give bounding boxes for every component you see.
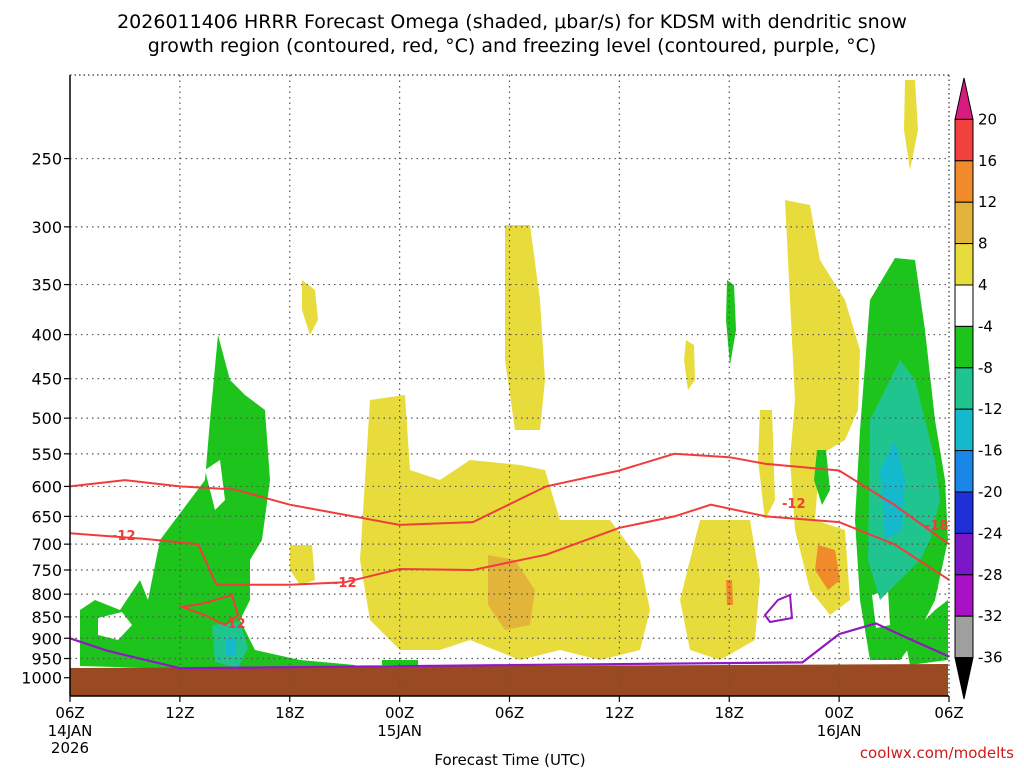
colorbar-swatch (954, 243, 974, 286)
contour-label-dgz-12: -12 (222, 617, 246, 632)
contour-label-dgz-18: -18 (925, 519, 949, 534)
freezing-level-contour (69, 622, 950, 670)
y-tick-label: 600 (31, 477, 62, 496)
y-axis: 250 300 350 400 450 500 550 600 650 700 750 800 850 9… (21, 150, 70, 688)
x-tick-label: 12Z (165, 704, 194, 722)
colorbar-cap-bottom (954, 657, 974, 700)
omega-negative-region (382, 660, 418, 665)
colorbar-cap-top (954, 77, 974, 120)
colorbar-swatch (954, 532, 974, 576)
y-tick-label: 350 (31, 276, 62, 295)
colorbar-label: -16 (978, 442, 1003, 460)
colorbar-label: -20 (978, 483, 1003, 501)
colorbar-label: -4 (978, 317, 993, 335)
x-tick-date: 15JAN (377, 722, 422, 740)
colorbar-swatch (954, 284, 974, 327)
x-tick-date: 14JAN (48, 722, 93, 740)
omega-positive-region (904, 80, 918, 170)
colorbar-swatch (954, 615, 974, 659)
colorbar-label: -32 (978, 607, 1003, 625)
y-tick-label: 300 (31, 218, 62, 237)
colorbar-label: -12 (978, 400, 1003, 418)
colorbar-label: 4 (978, 276, 988, 294)
colorbar-swatch (954, 408, 974, 452)
omega-neutral-hole (872, 590, 890, 628)
colorbar-label: 16 (978, 152, 997, 170)
colorbar-label: -28 (978, 566, 1003, 584)
y-tick-label: 900 (31, 629, 62, 648)
omega-strongest-negative (880, 440, 905, 540)
y-tick-label: 250 (31, 150, 62, 169)
colorbar-label: -8 (978, 359, 993, 377)
y-tick-label: 550 (31, 445, 62, 464)
x-tick-label: 06Z (934, 704, 963, 722)
contour-label-dgz-12: -12 (333, 576, 357, 591)
omega-positive-region (302, 280, 318, 335)
y-tick-label: 850 (31, 608, 62, 627)
grid (70, 75, 949, 696)
y-tick-label: 500 (31, 409, 62, 428)
colorbar-swatch (954, 450, 974, 493)
dgz-small-contour (178, 593, 240, 627)
colorbar-swatch (954, 574, 974, 617)
dgz-upper-contour (69, 452, 950, 546)
colorbar-swatch (954, 118, 974, 162)
colorbar-swatch (954, 367, 974, 410)
chart-title-line-1: 2026011406 HRRR Forecast Omega (shaded, … (117, 11, 907, 33)
contour-label-dgz-12: -12 (112, 529, 136, 544)
credit-text: coolwx.com/modelts (860, 744, 1014, 762)
omega-positive-region (684, 340, 695, 390)
x-tick-label: 18Z (715, 704, 744, 722)
omega-neutral-hole (98, 612, 132, 640)
colorbar-label: 20 (978, 110, 997, 128)
x-tick-label: 06Z (55, 704, 84, 722)
colorbar-label: -24 (978, 524, 1003, 542)
colorbar-swatch (954, 325, 974, 369)
colorbar-swatch (954, 160, 974, 203)
x-tick-label: 00Z (385, 704, 414, 722)
x-tick-label: 00Z (824, 704, 853, 722)
x-tick-label: 18Z (275, 704, 304, 722)
omega-positive-region (290, 545, 315, 585)
omega-positive-region (785, 200, 860, 615)
chart-title-line-2: growth region (contoured, red, °C) and f… (148, 35, 877, 57)
colorbar: 20 16 12 8 4 -4 -8 -12 -16 -20 -24 -28 -32 -36 (954, 77, 1003, 700)
contour-label-dgz-12: -12 (782, 497, 806, 512)
x-tick-year: 2026 (51, 739, 89, 757)
colorbar-swatch (954, 491, 974, 534)
y-tick-label: 800 (31, 585, 62, 604)
y-tick-label: 700 (31, 535, 62, 554)
x-tick-label: 06Z (495, 704, 524, 722)
y-tick-label: 750 (31, 561, 62, 580)
omega-negative-region (726, 280, 736, 365)
freezing-small-contour (763, 593, 794, 624)
x-axis-label: Forecast Time (UTC) (434, 751, 585, 768)
y-tick-label: 450 (31, 370, 62, 389)
omega-neutral-hole (205, 460, 225, 510)
omega-strong-region (815, 545, 840, 590)
plot-area: -12 -12 -12 -12 -18 (69, 74, 950, 697)
omega-positive-region (758, 410, 775, 520)
y-tick-label: 1000 (21, 669, 62, 688)
omega-strong-region (488, 555, 535, 630)
colorbar-label: -36 (978, 649, 1003, 667)
y-tick-label: 950 (31, 650, 62, 669)
colorbar-label: 8 (978, 235, 988, 253)
x-tick-date: 16JAN (817, 722, 862, 740)
omega-positive-region (505, 225, 545, 430)
colorbar-swatch (954, 201, 974, 245)
y-tick-label: 650 (31, 507, 62, 526)
omega-positive-region (680, 520, 760, 660)
omega-strongest-negative (226, 638, 236, 655)
omega-negative-region (905, 600, 948, 665)
contour-labels: -12 -12 -12 -12 -18 (112, 497, 949, 632)
dgz-lower-contour (69, 503, 950, 586)
omega-negative-region (814, 450, 830, 505)
x-tick-label: 12Z (605, 704, 634, 722)
colorbar-label: 12 (978, 193, 997, 211)
y-tick-label: 400 (31, 326, 62, 345)
